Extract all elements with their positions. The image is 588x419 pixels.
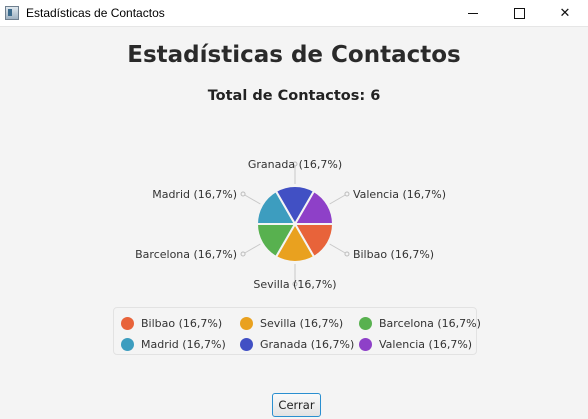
legend-item: Valencia (16,7%) [359, 335, 472, 353]
pie-label-dot [292, 161, 298, 167]
window-title: Estadísticas de Contactos [26, 6, 165, 20]
maximize-button[interactable] [496, 0, 542, 26]
legend-item: Bilbao (16,7%) [121, 314, 222, 332]
legend-swatch [359, 337, 372, 351]
pie-label-line [242, 193, 261, 205]
minimize-icon [468, 12, 478, 14]
pie-slice-valencia [293, 189, 335, 225]
close-window-button[interactable]: ✕ [542, 0, 588, 26]
page-title: Estadísticas de Contactos [127, 42, 461, 68]
legend-swatch [121, 337, 134, 351]
legend-item: Barcelona (16,7%) [359, 314, 481, 332]
legend-item: Madrid (16,7%) [121, 335, 226, 353]
pie-label-dot [292, 281, 298, 287]
legend-label: Barcelona (16,7%) [379, 316, 481, 330]
minimize-button[interactable] [450, 0, 496, 26]
close-icon: ✕ [559, 5, 571, 21]
legend-swatch [359, 316, 372, 330]
maximize-icon [513, 7, 525, 19]
pie-label-line [242, 243, 261, 255]
legend-label: Madrid (16,7%) [141, 337, 226, 351]
pie-label-dot [240, 191, 246, 197]
legend-swatch [121, 316, 134, 330]
legend-label: Bilbao (16,7%) [141, 316, 223, 330]
legend-swatch [240, 337, 253, 351]
pie-label-dot [344, 251, 350, 257]
chart-legend: Bilbao (16,7%) Sevilla (16,7%) Barcelona (… [113, 307, 481, 355]
total-contacts-text: Total de Contactos: 6 [207, 88, 381, 104]
legend-item: Sevilla (16,7%) [240, 314, 343, 332]
pie-label-line [329, 193, 348, 205]
window-titlebar: Estadísticas de Contactos ✕ [0, 0, 588, 27]
window-controls: ✕ [450, 0, 588, 26]
legend-label: Sevilla (16,7%) [260, 316, 344, 330]
legend-swatch [240, 316, 253, 330]
pie-label-line [329, 243, 348, 255]
app-icon [5, 6, 19, 20]
pie-label-dot [240, 251, 246, 257]
pie-data-label: Valencia (16,7%) [353, 188, 446, 201]
legend-label: Valencia (16,7%) [379, 337, 473, 351]
pie-data-label: Madrid (16,7%) [152, 188, 237, 201]
pie-data-label: Granada (16,7%) [248, 158, 342, 171]
pie-data-label: Barcelona (16,7%) [135, 248, 237, 261]
legend-item: Granada (16,7%) [240, 335, 354, 353]
pie-label-dot [344, 191, 350, 197]
pie-data-label: Bilbao (16,7%) [353, 248, 434, 261]
pie-data-label: Sevilla (16,7%) [253, 278, 336, 291]
close-button[interactable]: Cerrar [272, 393, 321, 417]
legend-label: Granada (16,7%) [260, 337, 355, 351]
